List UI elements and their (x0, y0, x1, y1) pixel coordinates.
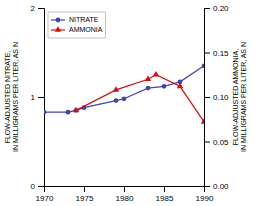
y2-axis-line (205, 9, 211, 187)
y-axis-title-line: IN MILLIGRAMS PER LITER, AS N (12, 42, 19, 152)
y-axis: 0 1 2 (31, 4, 45, 191)
tick-label: 1990 (196, 194, 214, 203)
y2-axis: 0.00 0.05 0.10 0.15 0.20 (204, 4, 229, 191)
tick-label: 1970 (36, 194, 54, 203)
legend-entry: NITRATE (51, 16, 99, 23)
tick: 0.05 (204, 138, 229, 147)
y2-axis-title: FLOW-ADJUSTED AMMONIA,IN MILLIGRAMS PER … (232, 42, 247, 152)
tick: 1980 (116, 186, 134, 203)
tick-mark (164, 186, 165, 192)
y-axis-line (38, 9, 45, 187)
tick-label: 1 (31, 93, 36, 102)
plot-area (44, 63, 204, 123)
tick-label: 2 (31, 4, 36, 13)
tick-label: 0.15 (213, 49, 229, 58)
legend-entry: AMMONIA (51, 26, 103, 33)
tick: 0.20 (204, 4, 229, 13)
tick: 0.10 (204, 93, 229, 102)
point (122, 96, 127, 101)
tick: 1 (31, 93, 44, 102)
series-line (44, 66, 204, 112)
x-axis: 1970 1975 1980 1985 1990 (36, 186, 214, 203)
y2-axis-title-line: FLOW-ADJUSTED AMMONIA, (232, 49, 239, 145)
point (162, 84, 167, 89)
point (73, 107, 79, 113)
point (202, 63, 204, 68)
tick-mark (38, 97, 44, 98)
point (66, 110, 71, 115)
tick-mark (204, 186, 210, 187)
tick-mark (38, 186, 44, 187)
tick-mark (204, 142, 210, 143)
point (146, 86, 151, 91)
tick: 1970 (36, 186, 54, 203)
legend-marker (55, 26, 61, 32)
chart: 197019751980198519900120.000.050.100.150… (0, 0, 254, 206)
legend-box (48, 12, 105, 38)
tick-label: 0.00 (213, 182, 229, 191)
point (177, 83, 183, 89)
tick: 1985 (156, 186, 174, 203)
tick-label: 0.10 (213, 93, 229, 102)
tick: 0.15 (204, 49, 229, 58)
tick-label: 0 (31, 182, 36, 191)
tick-mark (124, 186, 125, 192)
tick: 1975 (76, 186, 94, 203)
point (153, 71, 159, 77)
tick: 2 (31, 4, 44, 13)
tick-label: 1975 (76, 194, 94, 203)
tick: 1990 (196, 186, 214, 203)
point (201, 118, 204, 124)
point (113, 86, 119, 92)
point (44, 110, 46, 115)
point (145, 75, 151, 81)
tick-label: 0.05 (213, 138, 229, 147)
tick-mark (84, 186, 85, 192)
legend-marker (56, 18, 61, 23)
y-axis-title-line: FLOW-ADJUSTED NITRATE, (4, 51, 11, 144)
tick: 0.00 (204, 182, 229, 191)
series-line (76, 75, 204, 122)
legend-label: AMMONIA (69, 26, 103, 33)
tick-label: 1980 (116, 194, 134, 203)
y-axis-title: FLOW-ADJUSTED NITRATE,IN MILLIGRAMS PER … (4, 42, 19, 152)
y2-axis-title-line: IN MILLIGRAMS PER LITER, AS N (240, 42, 247, 152)
x-axis-line (45, 187, 205, 193)
tick: 0 (31, 182, 44, 191)
tick-mark (204, 8, 210, 9)
point (114, 98, 119, 103)
legend: NITRATE AMMONIA (48, 12, 105, 38)
tick-mark (38, 8, 44, 9)
tick-label: 1985 (156, 194, 174, 203)
tick-mark (204, 53, 210, 54)
tick-mark (204, 97, 210, 98)
tick-label: 0.20 (213, 4, 229, 13)
legend-label: NITRATE (69, 16, 99, 23)
